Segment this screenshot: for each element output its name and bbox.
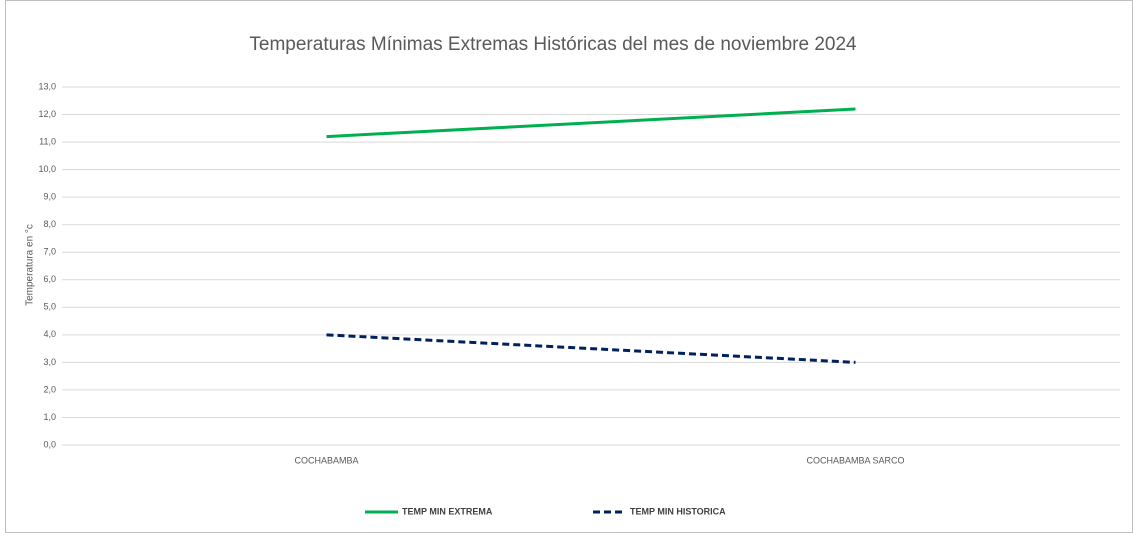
y-tick-label: 6,0	[43, 274, 56, 284]
y-axis-label: Temperatura en °c	[25, 224, 36, 306]
y-tick-label: 8,0	[43, 219, 56, 229]
chart-title: Temperaturas Mínimas Extremas Históricas…	[249, 34, 857, 55]
x-tick-label: COCHABAMBA	[294, 455, 358, 465]
y-tick-label: 1,0	[43, 412, 56, 422]
y-tick-label: 4,0	[43, 329, 56, 339]
line-series	[326, 333, 856, 364]
line-series	[326, 107, 856, 139]
y-tick-label: 7,0	[43, 247, 56, 257]
legend-label: TEMP MIN HISTORICA	[630, 506, 726, 516]
chart-frame	[5, 0, 1133, 533]
y-tick-label: 2,0	[43, 384, 56, 394]
y-tick-label: 12,0	[38, 109, 56, 119]
y-tick-label: 0,0	[43, 439, 56, 449]
x-tick-label: COCHABAMBA SARCO	[806, 455, 904, 465]
y-tick-label: 11,0	[39, 136, 56, 146]
legend-label: TEMP MIN EXTREMA	[402, 506, 493, 516]
y-tick-label: 10,0	[38, 164, 56, 174]
y-tick-label: 13,0	[38, 81, 56, 91]
y-tick-label: 3,0	[43, 357, 56, 367]
y-tick-label: 9,0	[43, 192, 56, 202]
y-tick-label: 5,0	[43, 302, 56, 312]
